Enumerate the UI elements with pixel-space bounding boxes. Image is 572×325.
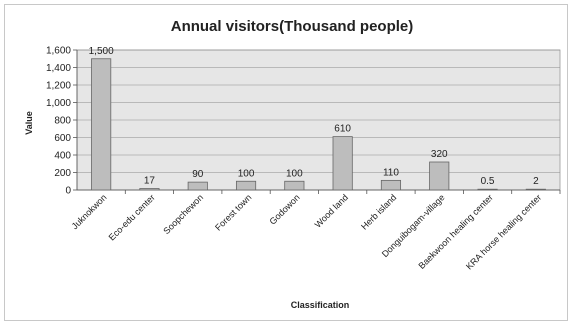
y-tick-label: 1,400 xyxy=(46,63,71,74)
x-tick-label: Soopchewon xyxy=(161,192,205,236)
x-tick-label: Juknokwon xyxy=(70,192,109,231)
chart-title: Annual visitors(Thousand people) xyxy=(171,18,414,35)
x-tick-label: Godowon xyxy=(267,192,301,226)
y-tick-label: 1,600 xyxy=(46,46,71,57)
data-label: 100 xyxy=(286,168,303,179)
y-tick-label: 400 xyxy=(54,151,71,162)
data-label: 110 xyxy=(383,167,399,178)
data-label: 0.5 xyxy=(481,176,495,187)
data-label: 90 xyxy=(192,169,204,180)
bar xyxy=(525,188,546,191)
x-tick-label: Forest town xyxy=(213,192,253,232)
bar xyxy=(91,58,112,191)
x-tick-label: Eco-edu center xyxy=(107,192,157,242)
bar xyxy=(477,188,498,191)
data-label: 2 xyxy=(533,176,539,187)
y-tick-label: 600 xyxy=(54,133,71,144)
bar xyxy=(187,181,208,191)
y-tick-label: 1,000 xyxy=(46,98,71,109)
bar xyxy=(332,136,353,191)
bar xyxy=(139,188,160,191)
y-tick-label: 200 xyxy=(54,168,71,179)
y-tick-label: 0 xyxy=(65,186,71,197)
x-tick-label: Wood land xyxy=(313,192,350,229)
x-tick-label: Herb island xyxy=(359,192,398,231)
x-axis-label: Classification xyxy=(291,300,350,310)
bar xyxy=(380,179,402,191)
y-tick-label: 1,200 xyxy=(46,81,71,92)
bar-chart: 0 200 400 600 800 1,000 1,200 1,400 1,600 1,500 Ju… xyxy=(24,18,561,310)
data-label: 320 xyxy=(431,149,448,160)
data-label: 17 xyxy=(144,176,156,187)
y-tick-label: 800 xyxy=(54,116,71,127)
y-axis-label: Value xyxy=(24,111,34,135)
bar xyxy=(429,161,450,191)
data-label: 610 xyxy=(334,124,351,135)
bar xyxy=(235,180,257,191)
chart-frame: 0 200 400 600 800 1,000 1,200 1,400 1,600 1,500 Ju… xyxy=(4,4,568,321)
data-label: 1,500 xyxy=(89,46,114,57)
bar xyxy=(284,180,305,191)
data-label: 100 xyxy=(238,168,255,179)
